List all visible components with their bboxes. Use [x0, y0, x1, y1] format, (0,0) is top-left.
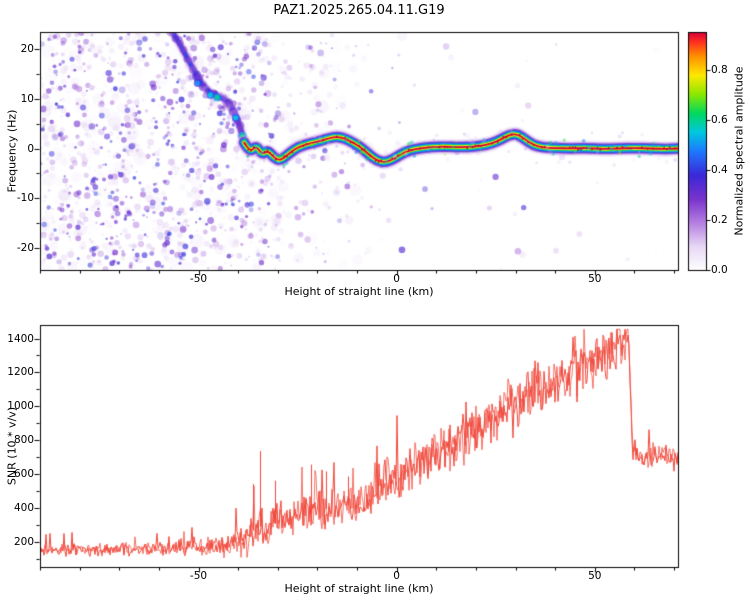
snr-y-tick-label: 1400 — [7, 332, 34, 345]
snr-y-tick-label: 400 — [13, 501, 34, 514]
colorbar-tick-label: 0.2 — [711, 213, 728, 226]
spectrogram-y-tick-label: -10 — [16, 192, 34, 205]
figure-title: PAZ1.2025.265.04.11.G19 — [273, 3, 445, 18]
spectrogram-y-tick-label: 0 — [27, 142, 34, 155]
spectrogram-x-tick-label: 0 — [393, 273, 400, 285]
snr-y-tick-label: 1200 — [7, 366, 34, 379]
spectrogram-y-tick-label: 20 — [20, 43, 34, 56]
colorbar-tick-label: 0.0 — [711, 264, 728, 276]
spectrogram-y-tick-label: 10 — [20, 92, 34, 105]
colorbar-tick-label: 0.8 — [711, 63, 728, 76]
colorbar-tick-label: 0.6 — [711, 113, 728, 126]
snr-y-tick-label: 200 — [13, 535, 34, 548]
snr-y-tick-label: 800 — [13, 434, 34, 447]
snr-x-tick-label: 50 — [588, 570, 602, 582]
spectrogram-xlabel: Height of straight line (km) — [284, 285, 434, 298]
colorbar-label: Normalized spectral amplitude — [732, 66, 746, 236]
spectrogram-x-tick-label: -50 — [189, 273, 208, 285]
snr-x-tick-label: 0 — [393, 570, 400, 582]
colorbar-tick-label: 0.4 — [711, 163, 728, 176]
spectrogram-ylabel: Frequency (Hz) — [5, 109, 19, 193]
spectrogram-y-tick-label: -20 — [16, 241, 34, 254]
snr-y-tick-label: 600 — [13, 467, 34, 480]
snr-xlabel: Height of straight line (km) — [284, 582, 434, 595]
spectrogram-x-tick-label: 50 — [588, 273, 602, 285]
snr-y-tick-label: 1000 — [7, 400, 34, 413]
snr-x-tick-label: -50 — [189, 570, 208, 582]
